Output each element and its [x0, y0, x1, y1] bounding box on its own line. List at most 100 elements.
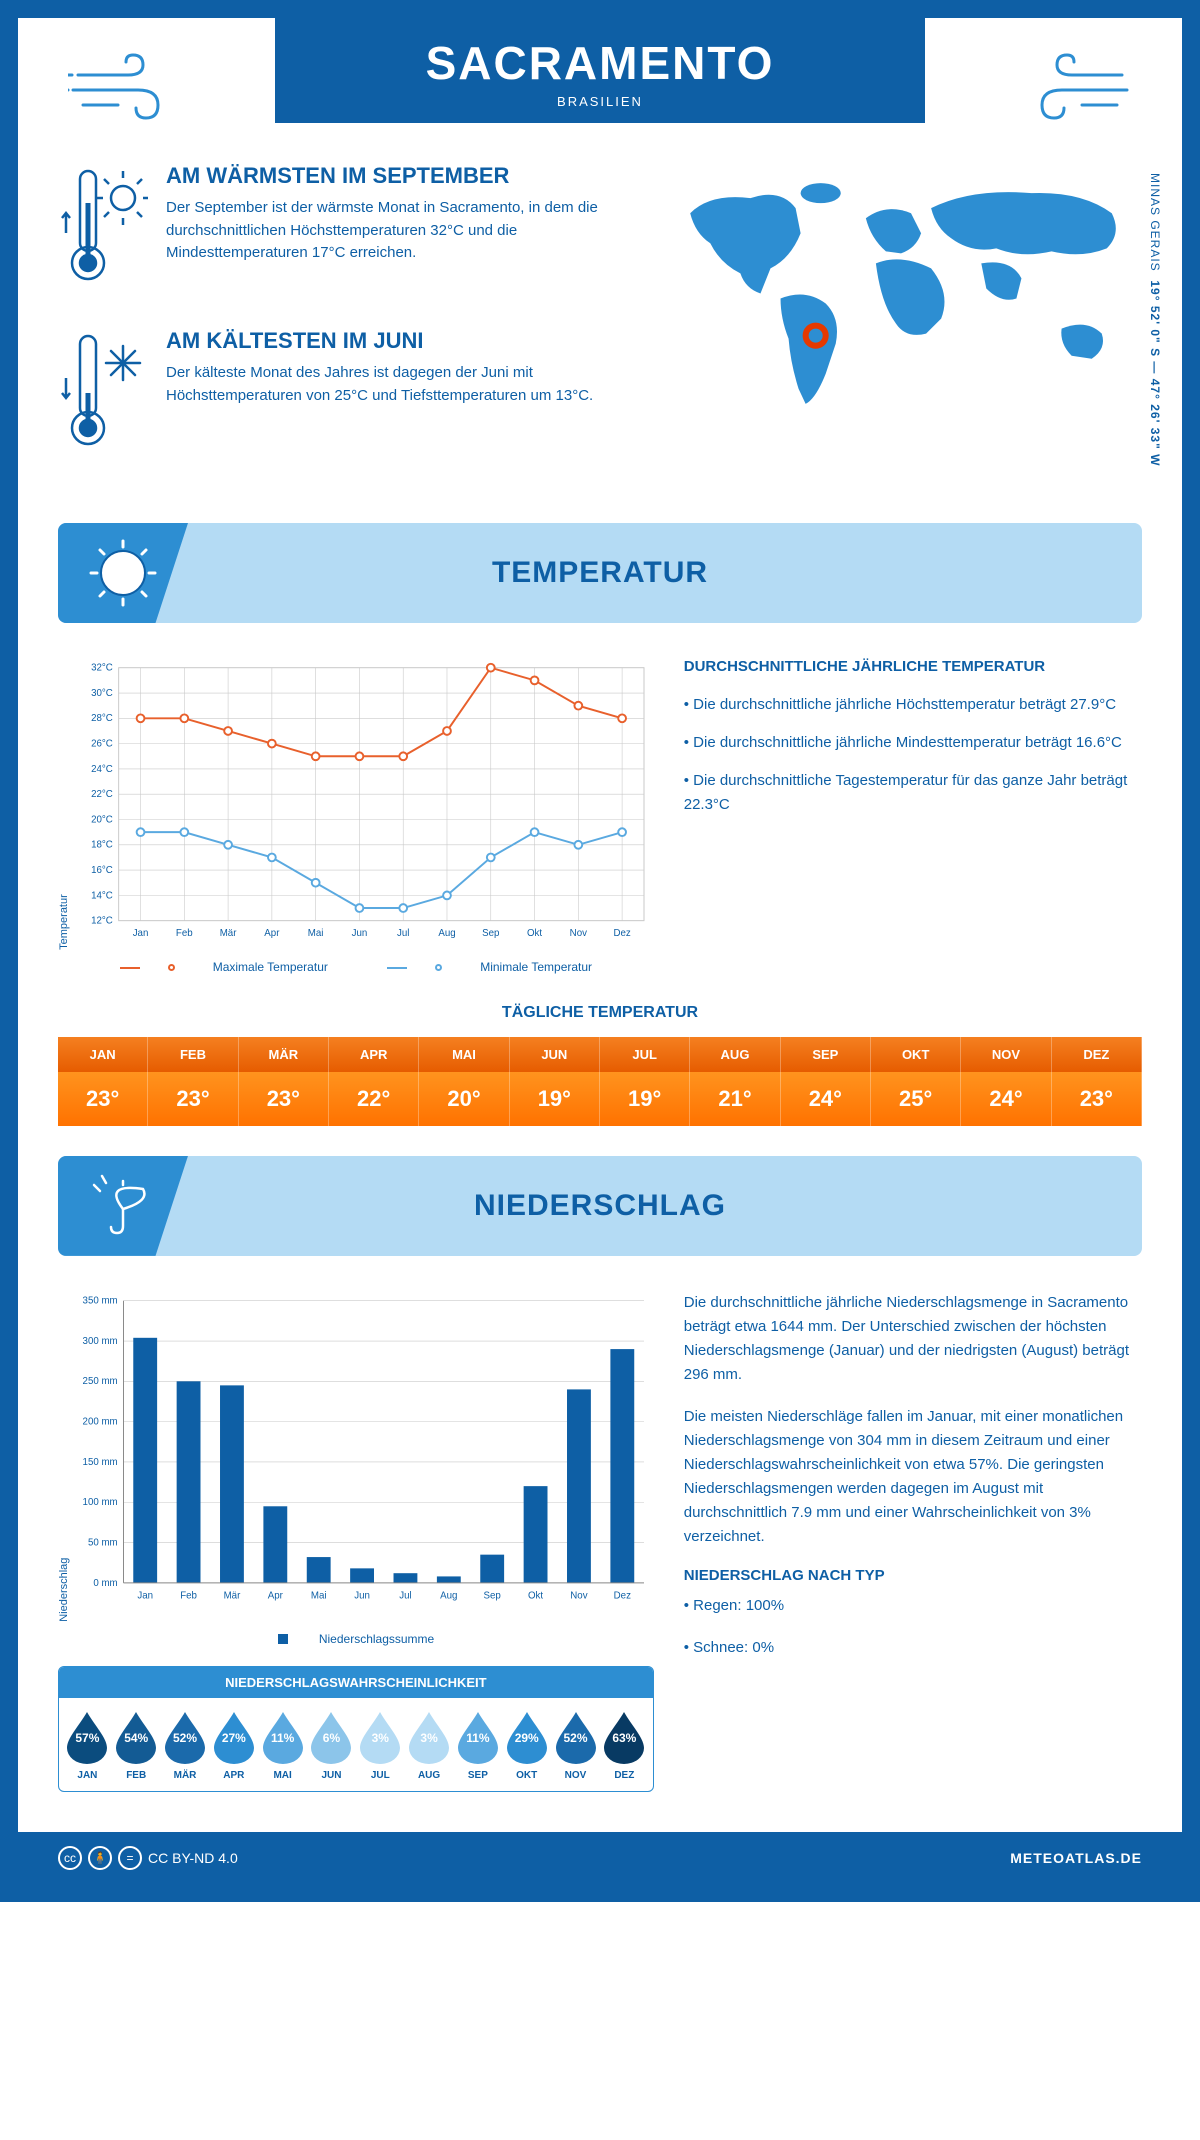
warmest-block: AM WÄRMSTEN IM SEPTEMBER Der September i…: [58, 163, 610, 298]
svg-text:50 mm: 50 mm: [88, 1537, 118, 1548]
probability-drop: 29%OKT: [504, 1710, 549, 1781]
coldest-title: AM KÄLTESTEN IM JUNI: [166, 328, 610, 354]
precip-legend: Niederschlagssumme: [58, 1632, 654, 1646]
daily-month: APR: [329, 1037, 419, 1072]
daily-month: NOV: [961, 1037, 1051, 1072]
section-precip: NIEDERSCHLAG: [58, 1156, 1142, 1256]
daily-month: MÄR: [239, 1037, 329, 1072]
svg-text:28°C: 28°C: [91, 713, 113, 724]
svg-text:Jul: Jul: [399, 1590, 411, 1601]
daily-month: MAI: [419, 1037, 509, 1072]
svg-text:Apr: Apr: [268, 1590, 284, 1601]
daily-month: AUG: [690, 1037, 780, 1072]
thermometer-cold-icon: [58, 328, 148, 463]
temp-legend: Maximale Temperatur Minimale Temperatur: [58, 960, 654, 974]
daily-value: 23°: [239, 1072, 329, 1126]
probability-drop: 11%SEP: [455, 1710, 500, 1781]
daily-month: FEB: [148, 1037, 238, 1072]
umbrella-icon: [88, 1171, 158, 1241]
probability-drop: 27%APR: [211, 1710, 256, 1781]
svg-text:14°C: 14°C: [91, 890, 113, 901]
probability-drop: 52%NOV: [553, 1710, 598, 1781]
daily-month: OKT: [871, 1037, 961, 1072]
daily-month: JUL: [600, 1037, 690, 1072]
city-name: SACRAMENTO: [275, 36, 925, 90]
daily-month: JAN: [58, 1037, 148, 1072]
daily-value: 21°: [690, 1072, 780, 1126]
svg-text:Feb: Feb: [176, 928, 193, 939]
probability-title: NIEDERSCHLAGSWAHRSCHEINLICHKEIT: [59, 1667, 653, 1698]
svg-text:200 mm: 200 mm: [83, 1416, 118, 1427]
svg-text:Nov: Nov: [570, 928, 587, 939]
coordinates: MINAS GERAIS 19° 52' 0" S — 47° 26' 33" …: [1148, 173, 1162, 466]
svg-text:Dez: Dez: [613, 928, 630, 939]
nd-icon: =: [118, 1846, 142, 1870]
svg-text:Okt: Okt: [527, 928, 542, 939]
svg-text:Apr: Apr: [264, 928, 280, 939]
svg-text:Mär: Mär: [224, 1590, 242, 1601]
daily-value: 23°: [148, 1072, 238, 1126]
svg-text:Sep: Sep: [484, 1590, 501, 1601]
probability-drop: 54%FEB: [114, 1710, 159, 1781]
svg-text:Okt: Okt: [528, 1590, 543, 1601]
svg-text:Mai: Mai: [311, 1590, 327, 1601]
daily-value: 20°: [419, 1072, 509, 1126]
svg-text:Jun: Jun: [352, 928, 368, 939]
svg-text:32°C: 32°C: [91, 663, 113, 674]
site-name: METEOATLAS.DE: [1010, 1850, 1142, 1866]
wind-icon-left: [68, 50, 178, 130]
svg-text:24°C: 24°C: [91, 764, 113, 775]
svg-text:20°C: 20°C: [91, 814, 113, 825]
probability-drop: 57%JAN: [65, 1710, 110, 1781]
svg-text:Jun: Jun: [354, 1590, 370, 1601]
precip-text: Die durchschnittliche jährliche Niedersc…: [684, 1291, 1142, 1792]
svg-text:12°C: 12°C: [91, 916, 113, 927]
section-temperature: TEMPERATUR: [58, 523, 1142, 623]
by-icon: 🧍: [88, 1846, 112, 1870]
svg-text:100 mm: 100 mm: [83, 1497, 118, 1508]
svg-text:26°C: 26°C: [91, 739, 113, 750]
svg-text:150 mm: 150 mm: [83, 1457, 118, 1468]
svg-text:Mär: Mär: [220, 928, 238, 939]
coldest-block: AM KÄLTESTEN IM JUNI Der kälteste Monat …: [58, 328, 610, 463]
daily-value: 24°: [781, 1072, 871, 1126]
daily-temp-table: JANFEBMÄRAPRMAIJUNJULAUGSEPOKTNOVDEZ23°2…: [58, 1037, 1142, 1126]
daily-value: 24°: [961, 1072, 1051, 1126]
country-name: BRASILIEN: [275, 94, 925, 109]
svg-text:Jan: Jan: [133, 928, 149, 939]
daily-value: 25°: [871, 1072, 961, 1126]
header: SACRAMENTO BRASILIEN: [275, 18, 925, 123]
thermometer-hot-icon: [58, 163, 148, 298]
daily-value: 19°: [510, 1072, 600, 1126]
svg-text:250 mm: 250 mm: [83, 1376, 118, 1387]
infographic-frame: SACRAMENTO BRASILIEN: [0, 0, 1200, 1902]
temperature-chart: Temperatur 12°C14°C16°C18°C20°C22°C24°C2…: [58, 658, 654, 974]
precip-chart: Niederschlag 0 mm50 mm100 mm150 mm200 mm…: [58, 1291, 654, 1622]
daily-month: DEZ: [1052, 1037, 1142, 1072]
probability-drop: 3%AUG: [407, 1710, 452, 1781]
daily-value: 23°: [1052, 1072, 1142, 1126]
svg-text:Jan: Jan: [137, 1590, 153, 1601]
daily-month: SEP: [781, 1037, 871, 1072]
section-precip-title: NIEDERSCHLAG: [474, 1189, 726, 1223]
warmest-text: Der September ist der wärmste Monat in S…: [166, 197, 610, 265]
svg-text:300 mm: 300 mm: [83, 1336, 118, 1347]
svg-text:Feb: Feb: [180, 1590, 197, 1601]
license: cc 🧍 = CC BY-ND 4.0: [58, 1846, 238, 1870]
intro-section: AM WÄRMSTEN IM SEPTEMBER Der September i…: [58, 163, 1142, 493]
footer: cc 🧍 = CC BY-ND 4.0 METEOATLAS.DE: [18, 1832, 1182, 1884]
probability-box: NIEDERSCHLAGSWAHRSCHEINLICHKEIT 57%JAN54…: [58, 1666, 654, 1792]
section-temp-title: TEMPERATUR: [492, 556, 708, 590]
svg-text:Mai: Mai: [308, 928, 324, 939]
svg-text:Aug: Aug: [440, 1590, 457, 1601]
svg-text:16°C: 16°C: [91, 865, 113, 876]
svg-text:Jul: Jul: [397, 928, 409, 939]
wind-icon-right: [1022, 50, 1132, 130]
temp-facts-heading: DURCHSCHNITTLICHE JÄHRLICHE TEMPERATUR: [684, 658, 1142, 675]
svg-text:0 mm: 0 mm: [93, 1578, 117, 1589]
svg-text:Aug: Aug: [438, 928, 455, 939]
svg-text:Sep: Sep: [482, 928, 499, 939]
probability-drop: 52%MÄR: [163, 1710, 208, 1781]
daily-value: 19°: [600, 1072, 690, 1126]
svg-text:30°C: 30°C: [91, 688, 113, 699]
